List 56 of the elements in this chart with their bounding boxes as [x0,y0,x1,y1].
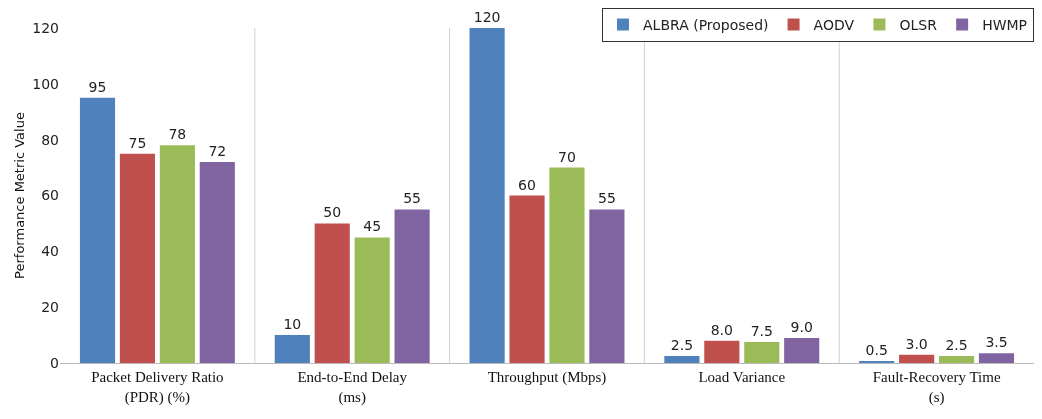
data-label: 70 [558,148,576,165]
bar [899,354,935,363]
x-tick-label: Fault-Recovery Time (s) [872,369,1001,406]
y-axis-title: Performance Metric Value [12,112,27,279]
y-tick-label: 0 [50,354,59,371]
legend-label: OLSR [899,16,938,33]
bar [744,342,780,363]
x-tick-label: Packet Delivery Ratio (PDR) (%) [91,369,224,406]
data-label: 55 [403,190,422,207]
data-label: 60 [518,176,536,193]
y-tick-label: 100 [32,75,59,92]
data-label: 3.0 [905,335,928,352]
legend-label: ALBRA (Proposed) [643,16,769,33]
x-tick-label: End-to-End Delay (ms) [297,369,408,406]
bar [354,237,390,363]
bar [394,209,430,363]
data-label: 8.0 [710,321,733,338]
data-label: 0.5 [865,342,888,358]
data-label: 55 [597,190,616,207]
data-label: 78 [168,126,187,143]
bar [784,337,820,363]
data-label: 72 [208,143,227,159]
bar [939,356,975,363]
x-tick-label: Throughput (Mbps) [487,369,607,386]
data-label: 75 [128,134,147,151]
data-label: 95 [88,78,107,95]
y-tick-label: 80 [41,131,59,148]
bar [79,97,116,363]
bar [314,223,350,363]
legend-label: HWMP [982,16,1028,33]
data-label: 50 [323,204,342,221]
y-tick-label: 20 [41,299,59,316]
bar [199,162,235,363]
bar [664,356,700,363]
y-tick-label: 120 [32,19,59,36]
data-label: 7.5 [750,323,773,340]
data-label: 3.5 [985,334,1008,351]
data-label: 2.5 [945,337,968,354]
data-label: 10 [283,316,302,333]
bar [704,340,740,363]
bar [469,28,505,363]
legend-label: AODV [813,16,855,33]
bar [589,209,625,363]
bar [509,195,545,363]
data-label: 2.5 [670,337,694,354]
bar [159,145,195,363]
bar [978,353,1015,363]
bar [549,167,585,363]
data-label: 9.0 [790,318,813,335]
data-label: 120 [473,9,501,25]
bar [274,335,310,363]
data-label: 45 [363,218,382,235]
x-tick-label: Load Variance [698,369,786,385]
bar [119,153,155,363]
y-tick-label: 60 [41,187,59,204]
y-tick-label: 40 [41,243,59,260]
